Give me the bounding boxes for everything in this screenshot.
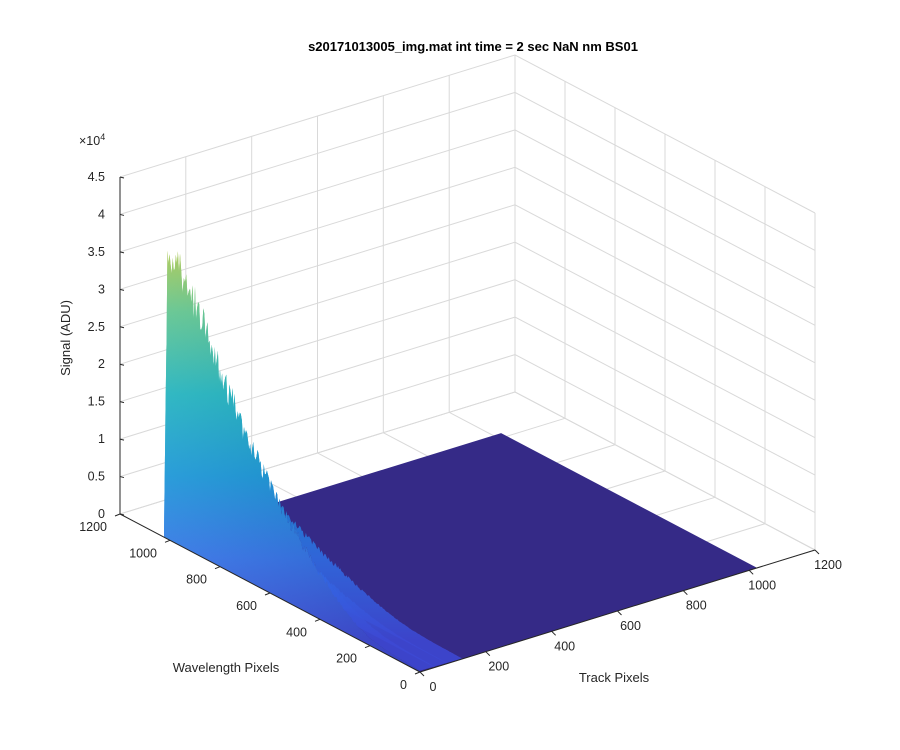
x-axis-label: Track Pixels — [579, 670, 650, 685]
z-tick-label: 3 — [98, 282, 105, 296]
z-tick-mark — [119, 401, 125, 404]
z-tick-label: 4 — [98, 207, 105, 221]
x-tick-label: 1000 — [748, 578, 776, 592]
y-tick-label: 600 — [236, 599, 257, 613]
x-tick-mark — [682, 590, 688, 596]
z-tick-label: 1.5 — [88, 395, 105, 409]
y-tick-label: 200 — [336, 652, 357, 666]
z-tick-mark — [119, 476, 125, 479]
grid-line-z — [119, 241, 816, 401]
y-tick-mark — [414, 671, 421, 675]
grid-line-z — [119, 354, 816, 514]
y-tick-label: 400 — [286, 625, 307, 639]
y-tick-label: 1000 — [129, 546, 157, 560]
x-tick-mark — [748, 569, 754, 575]
x-tick-mark — [551, 630, 557, 636]
z-tick-mark — [119, 513, 125, 516]
z-tick-mark — [119, 438, 125, 441]
y-tick-mark — [164, 539, 171, 543]
x-tick-mark — [485, 651, 491, 657]
z-tick-label: 4.5 — [88, 170, 105, 184]
tick-labels: 0200400600800100012000200400600800100012… — [79, 170, 842, 694]
z-axis-label: Signal (ADU) — [58, 300, 73, 376]
grid-line-z — [119, 204, 816, 364]
x-tick-label: 0 — [430, 680, 437, 694]
z-tick-label: 0.5 — [88, 470, 105, 484]
grid-line-z — [119, 166, 816, 326]
x-tick-label: 800 — [686, 599, 707, 613]
z-tick-label: 2 — [98, 357, 105, 371]
grid-line-z — [119, 54, 816, 214]
chart-title: s20171013005_img.mat int time = 2 sec Na… — [308, 39, 638, 54]
y-tick-mark — [314, 618, 321, 622]
x-tick-label: 600 — [620, 619, 641, 633]
x-tick-label: 200 — [488, 660, 509, 674]
z-exponent-label: ×104 — [79, 132, 105, 148]
x-tick-mark — [419, 671, 425, 677]
y-tick-label: 800 — [186, 573, 207, 587]
z-tick-label: 0 — [98, 507, 105, 521]
axis-lines — [114, 176, 820, 677]
grid-line-z — [119, 316, 816, 476]
x-tick-label: 1200 — [814, 558, 842, 572]
z-tick-mark — [119, 213, 125, 216]
z-tick-label: 2.5 — [88, 320, 105, 334]
signal-ridge-shade — [164, 250, 420, 672]
grid-line-z — [119, 279, 816, 439]
z-tick-mark — [119, 251, 125, 254]
y-tick-mark — [114, 513, 121, 517]
x-tick-mark — [814, 549, 820, 555]
grid-line-z — [119, 129, 816, 289]
y-tick-label: 1200 — [79, 520, 107, 534]
z-tick-mark — [119, 363, 125, 366]
z-tick-label: 3.5 — [88, 245, 105, 259]
z-tick-mark — [119, 288, 125, 291]
y-tick-mark — [364, 645, 371, 649]
surface — [164, 250, 758, 672]
x-tick-label: 400 — [554, 639, 575, 653]
y-tick-label: 0 — [400, 678, 407, 692]
z-tick-mark — [119, 326, 125, 329]
z-tick-label: 1 — [98, 432, 105, 446]
grid-line-z — [119, 91, 816, 251]
z-tick-mark — [119, 176, 125, 179]
y-axis-label: Wavelength Pixels — [173, 660, 280, 675]
y-tick-mark — [264, 592, 271, 596]
x-tick-mark — [617, 610, 622, 616]
y-tick-mark — [214, 566, 221, 570]
